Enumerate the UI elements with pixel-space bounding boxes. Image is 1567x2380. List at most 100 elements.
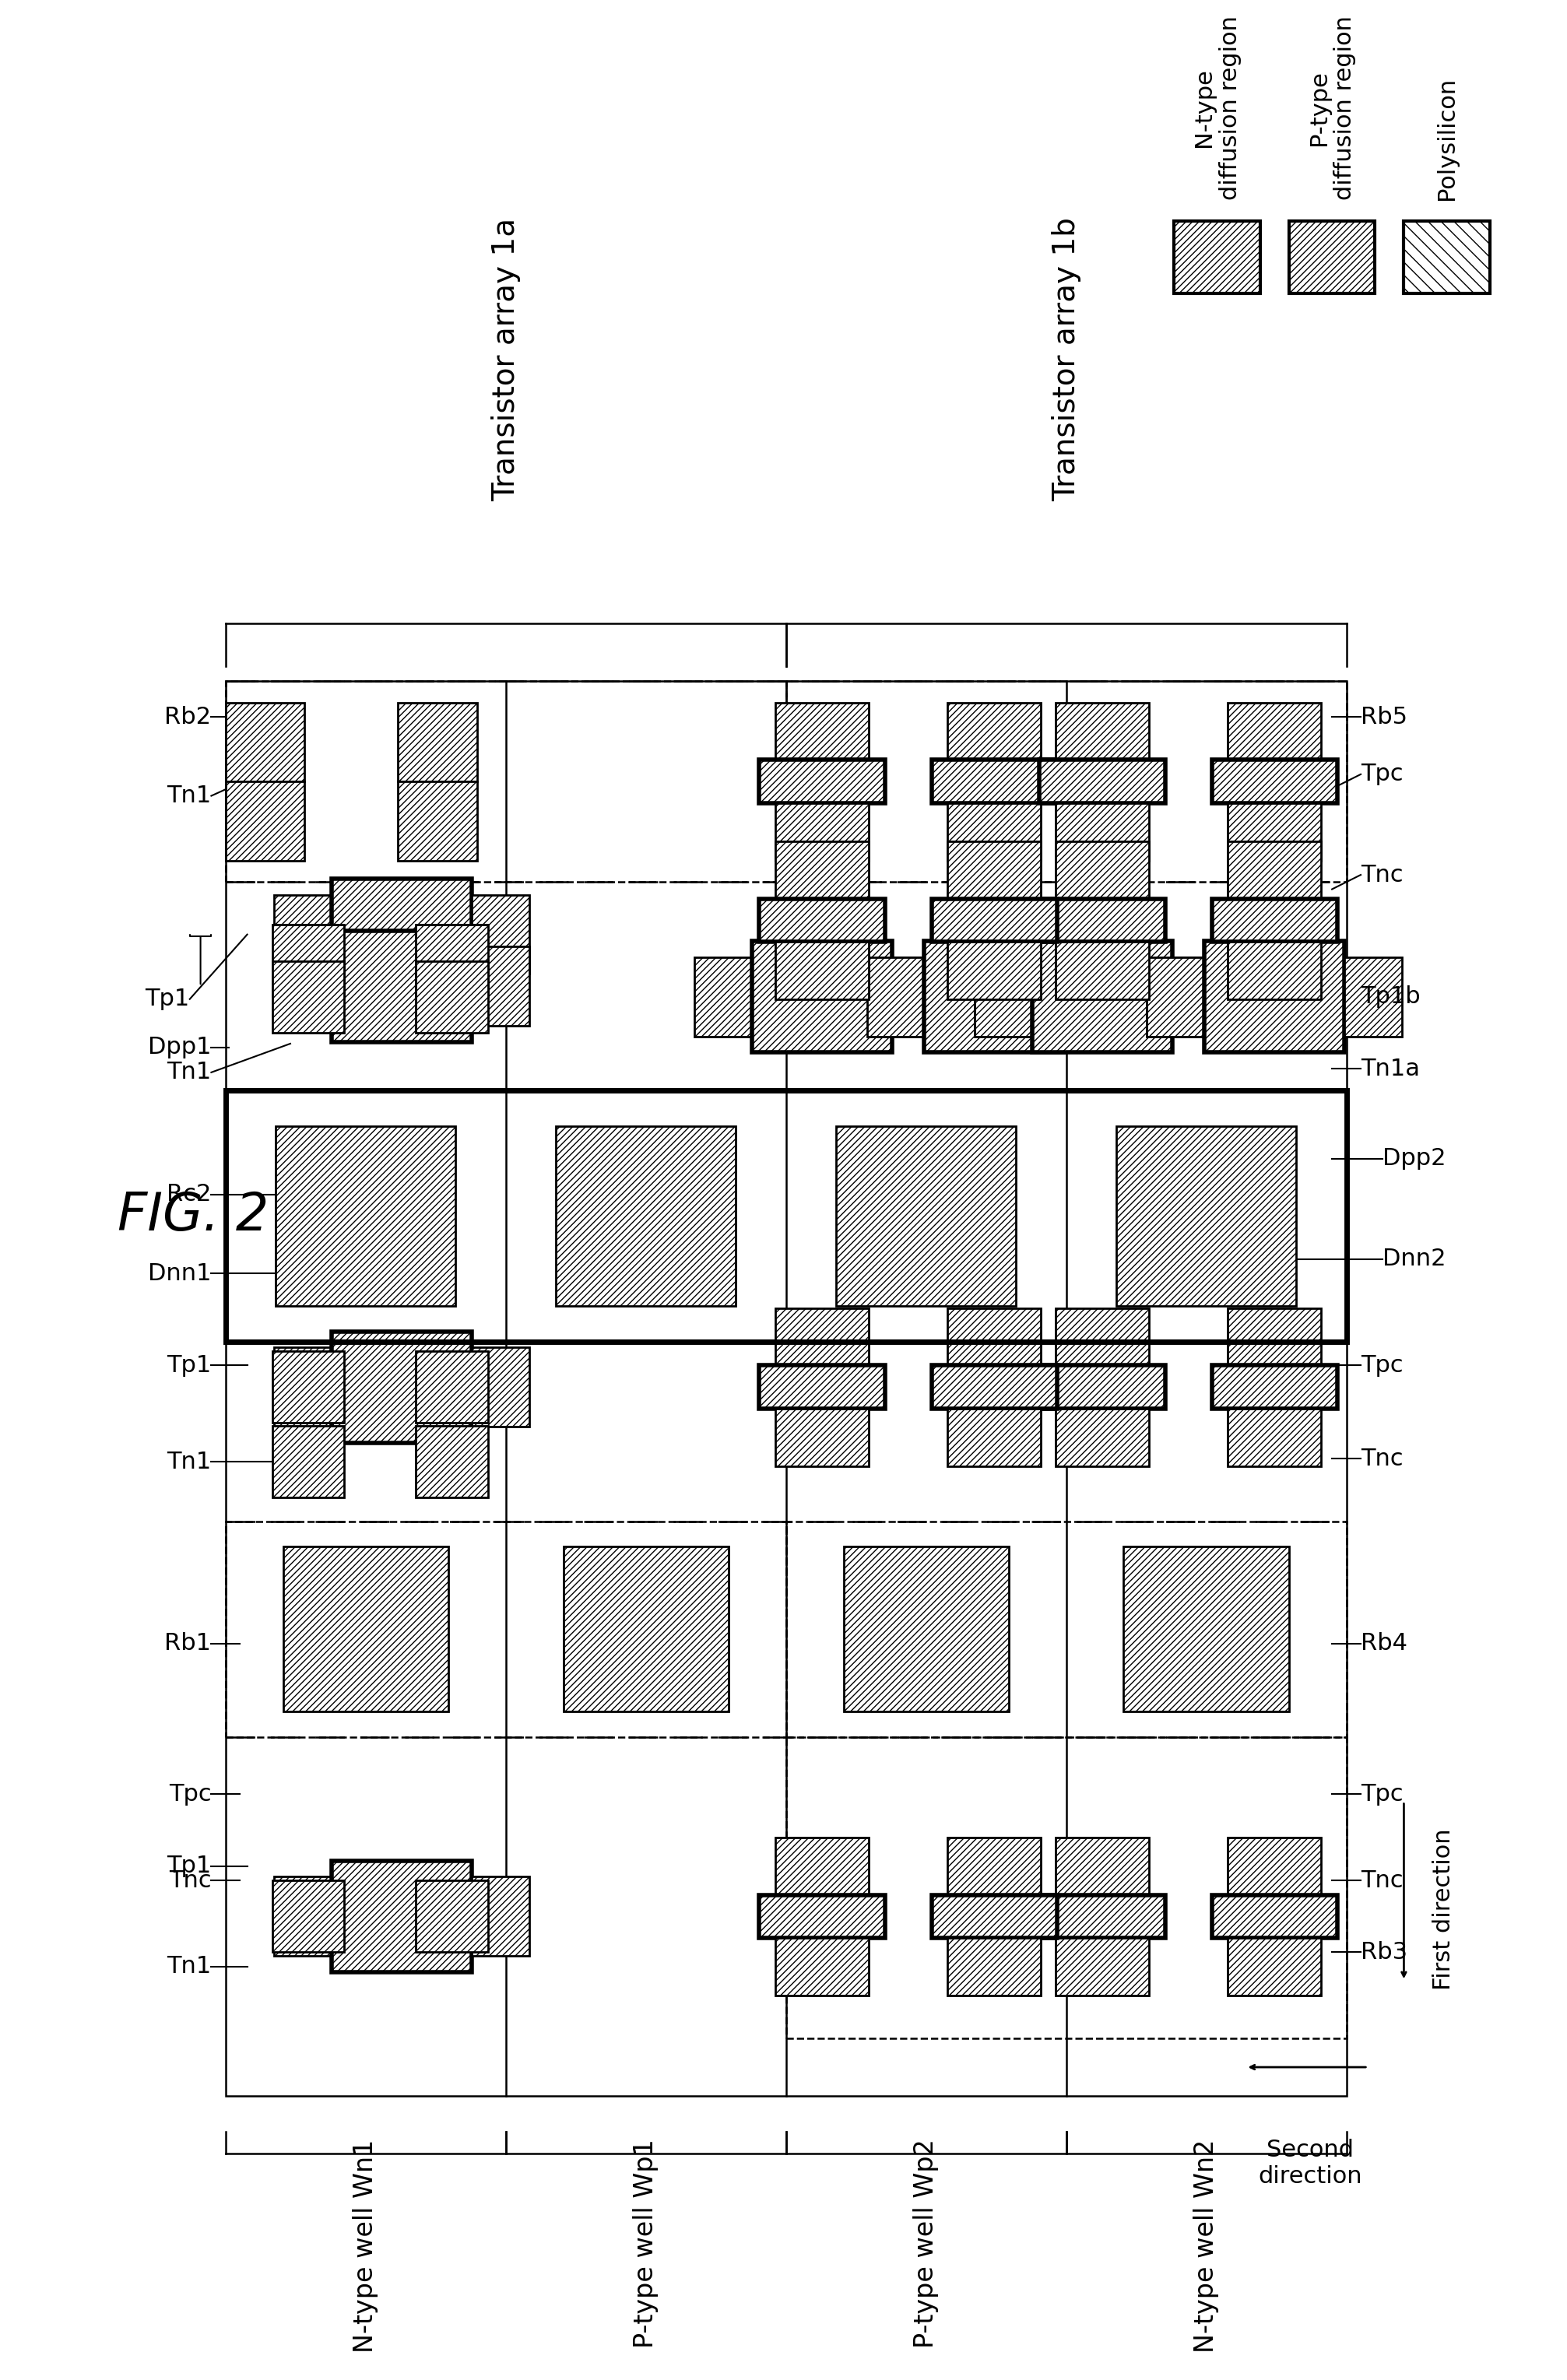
Text: Tn1: Tn1 xyxy=(166,785,212,807)
Bar xyxy=(1404,221,1490,293)
Bar xyxy=(472,1347,530,1426)
Text: Rb5: Rb5 xyxy=(1360,704,1407,728)
Text: Tn1: Tn1 xyxy=(166,1449,212,1473)
Bar xyxy=(931,1894,1058,1937)
Bar xyxy=(276,1126,456,1307)
Text: Tnc: Tnc xyxy=(1360,1868,1404,1892)
Text: Second
direction: Second direction xyxy=(1258,2140,1362,2187)
Bar xyxy=(752,942,892,1052)
Bar xyxy=(948,702,1040,759)
Bar xyxy=(787,1737,1346,2037)
Text: Tn1: Tn1 xyxy=(166,1061,212,1083)
Bar xyxy=(776,1409,868,1466)
Bar xyxy=(1229,1409,1321,1466)
Bar xyxy=(274,1878,332,1956)
Bar xyxy=(556,1126,736,1307)
Bar xyxy=(1056,942,1149,1000)
Text: Transistor array 1b: Transistor array 1b xyxy=(1051,217,1081,502)
Bar xyxy=(226,702,304,781)
Bar xyxy=(892,957,950,1035)
Text: N-type
diffusion region: N-type diffusion region xyxy=(1192,14,1241,200)
Bar xyxy=(1064,957,1122,1035)
Bar xyxy=(776,942,868,1000)
Bar xyxy=(273,1426,345,1497)
Bar xyxy=(1056,802,1149,862)
Text: First direction: First direction xyxy=(1432,1828,1456,1990)
Bar xyxy=(948,1409,1040,1466)
Bar xyxy=(1229,1937,1321,1994)
Bar xyxy=(332,1330,472,1442)
Bar xyxy=(415,962,487,1033)
Bar xyxy=(1211,1366,1337,1409)
Bar xyxy=(1033,942,1172,1052)
Text: Tpc: Tpc xyxy=(169,1783,212,1806)
Bar xyxy=(776,802,868,862)
Bar xyxy=(1056,1409,1149,1466)
Text: FIG. 2: FIG. 2 xyxy=(118,1190,270,1242)
Text: Tp1: Tp1 xyxy=(166,1354,212,1376)
Bar xyxy=(776,1837,868,1894)
Bar xyxy=(776,1309,868,1366)
Text: Polysilicon: Polysilicon xyxy=(1435,76,1459,200)
Bar xyxy=(1205,942,1344,1052)
Bar xyxy=(1174,221,1260,293)
Bar xyxy=(787,681,1346,883)
Bar xyxy=(948,1309,1040,1366)
Bar xyxy=(273,1352,345,1423)
Text: N-type well Wn2: N-type well Wn2 xyxy=(1194,2140,1219,2354)
Bar xyxy=(931,1366,1058,1409)
Bar xyxy=(948,802,1040,862)
Text: Rb3: Rb3 xyxy=(1360,1942,1407,1964)
Bar xyxy=(472,895,530,973)
Text: Tpc: Tpc xyxy=(1360,764,1404,785)
Bar xyxy=(1039,900,1164,942)
Text: Tnc: Tnc xyxy=(1360,864,1404,885)
Bar xyxy=(1290,221,1376,293)
Bar xyxy=(1229,942,1321,1000)
Bar xyxy=(948,942,1040,1000)
Bar xyxy=(1229,802,1321,862)
Bar xyxy=(948,1937,1040,1994)
Bar xyxy=(948,840,1040,900)
Bar xyxy=(948,1837,1040,1894)
Text: Tp1: Tp1 xyxy=(166,1854,212,1878)
Bar xyxy=(226,781,304,862)
Text: P-type well Wp2: P-type well Wp2 xyxy=(914,2140,939,2349)
Bar xyxy=(398,702,476,781)
Bar xyxy=(284,1547,448,1711)
Text: Tpc: Tpc xyxy=(1360,1354,1404,1376)
Bar xyxy=(975,957,1033,1035)
Bar xyxy=(776,840,868,900)
Bar xyxy=(1172,957,1230,1035)
Bar xyxy=(563,1547,729,1711)
Bar xyxy=(1211,1894,1337,1937)
Text: Rc2: Rc2 xyxy=(166,1183,212,1207)
Bar xyxy=(1229,840,1321,900)
Bar xyxy=(776,1937,868,1994)
Bar xyxy=(843,1547,1009,1711)
Bar xyxy=(1229,1837,1321,1894)
Bar xyxy=(415,1352,487,1423)
Bar xyxy=(226,681,1346,2097)
Bar xyxy=(1039,1894,1164,1937)
Bar xyxy=(867,957,925,1035)
Text: Rb1: Rb1 xyxy=(165,1633,212,1654)
Bar xyxy=(758,1366,885,1409)
Text: Dpp2: Dpp2 xyxy=(1382,1147,1446,1171)
Text: Transistor array 1a: Transistor array 1a xyxy=(490,219,520,502)
Bar xyxy=(274,1347,332,1426)
Bar xyxy=(1056,1937,1149,1994)
Bar xyxy=(226,681,787,883)
Text: Tnc: Tnc xyxy=(1360,1447,1404,1471)
Bar xyxy=(776,702,868,759)
Bar xyxy=(1124,1547,1290,1711)
Bar xyxy=(1056,1309,1149,1366)
Bar xyxy=(472,947,530,1026)
Bar xyxy=(472,1878,530,1956)
Bar xyxy=(274,895,332,973)
Bar xyxy=(273,1880,345,1952)
Text: Tp1: Tp1 xyxy=(146,988,190,1011)
Bar xyxy=(1039,1366,1164,1409)
Bar xyxy=(274,947,332,1026)
Text: P-type
diffusion region: P-type diffusion region xyxy=(1307,14,1357,200)
